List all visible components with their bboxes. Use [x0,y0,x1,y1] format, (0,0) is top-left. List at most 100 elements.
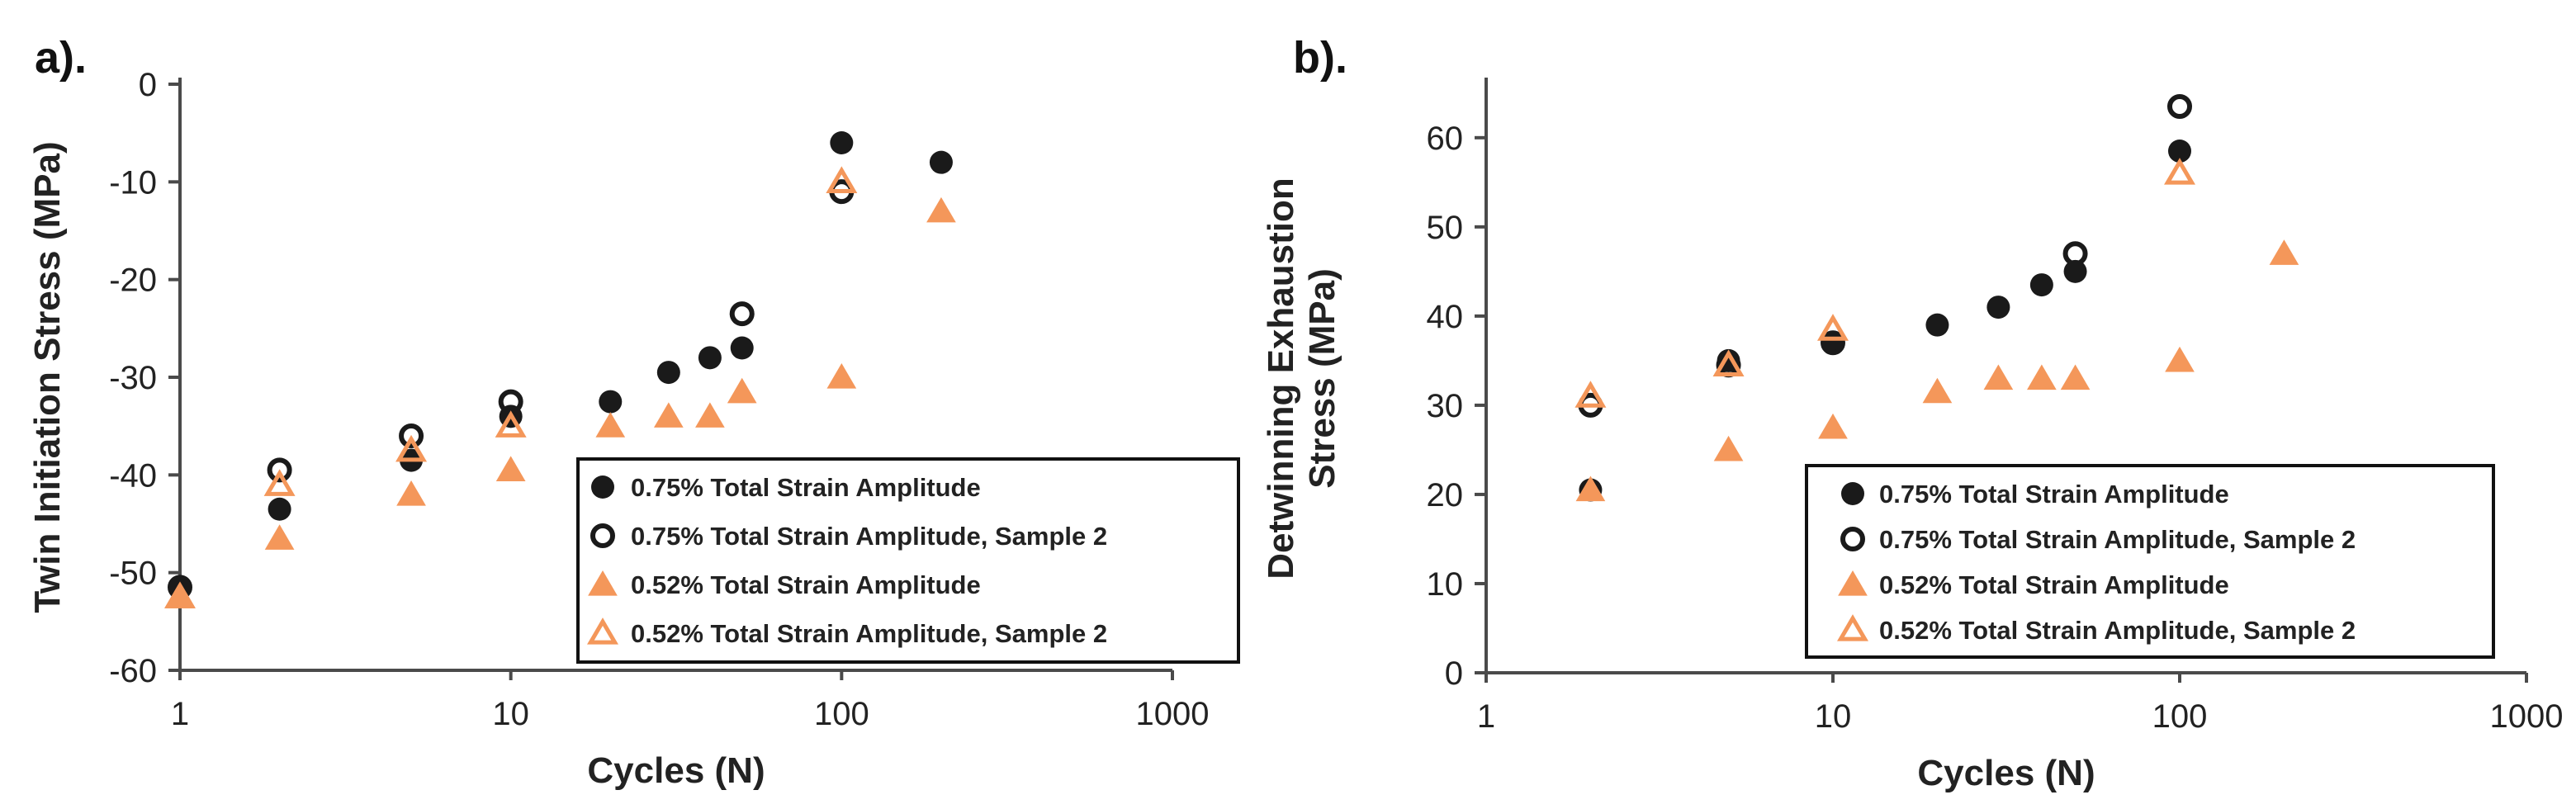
series-filled-triangle [1575,239,2299,502]
series-open-triangle [1574,158,2195,408]
data-point [2029,273,2053,297]
data-point [164,581,196,608]
legend-entry-label: 0.52% Total Strain Amplitude, Sample 2 [631,619,1107,648]
data-point [396,480,426,506]
y-axis-title: Twin Initiation Stress (MPa) [27,141,68,613]
legend-marker [1838,570,1868,596]
data-point [926,196,956,223]
x-tick-label: 100 [814,696,869,732]
data-point [2167,94,2192,120]
data-point [1574,381,1607,408]
data-point [2060,364,2091,390]
y-tick-label: -60 [109,653,157,689]
data-point [698,346,722,370]
legend-marker [591,475,614,499]
legend: 0.75% Total Strain Amplitude 0.75% Total … [1805,464,2495,659]
data-point [826,166,858,193]
chart-panel-b: b). 0 10 20 30 40 50 60 1 10 100 1000 Cycles (N) Detw… [1261,33,2563,793]
series-open-circle [1578,94,2192,418]
data-point [830,131,854,154]
legend-entry-label: 0.75% Total Strain Amplitude, Sample 2 [1879,525,2356,554]
y-tick-label: 60 [1427,121,1464,157]
data-point [495,410,527,438]
legend-entry-label: 0.52% Total Strain Amplitude [631,570,981,599]
y-tick-label: 10 [1427,566,1464,603]
y-axis-title: Detwinning Exhaustion [1261,177,1301,579]
y-tick-label: -50 [109,556,157,592]
data-point [2168,140,2191,163]
legend-entry-label: 0.52% Total Strain Amplitude, Sample 2 [1879,616,2356,645]
y-tick-label: 50 [1427,210,1464,246]
data-point [727,377,757,404]
x-tick-label: 1000 [2490,698,2564,735]
y-tick-label: 0 [139,67,157,103]
y-tick-label: 40 [1427,299,1464,335]
panel-label-a: a). [35,33,87,83]
x-tick-label: 1000 [1136,696,1210,732]
data-point [929,150,953,174]
y-tick-label: -40 [109,457,157,494]
x-tick-label: 1 [1477,698,1495,735]
data-point [730,336,754,360]
data-point [264,524,295,550]
legend-box [576,457,1240,664]
x-tick-label: 100 [2152,698,2208,735]
y-axis-title: Stress (MPa) [1302,268,1342,489]
data-point [656,361,680,385]
data-point [599,390,623,414]
legend-marker [1841,482,1864,505]
data-point [1986,296,2010,319]
data-point [2165,346,2195,372]
x-axis-title: Cycles (N) [587,750,765,791]
data-point [1821,330,1845,356]
legend-entry-label: 0.75% Total Strain Amplitude, Sample 2 [631,522,1107,551]
data-point [1925,313,1949,337]
legend-marker [587,617,618,645]
data-point [267,457,292,483]
data-point [395,434,428,462]
y-tick-label: -10 [109,164,157,201]
data-point [2164,158,2195,185]
data-point [826,363,857,389]
y-tick-label: 20 [1427,477,1464,513]
data-point [2269,239,2299,265]
y-tick-label: 30 [1427,388,1464,424]
data-point [2027,364,2057,390]
data-point [495,456,526,482]
x-tick-label: 1 [171,696,189,732]
data-point [695,402,725,428]
y-tick-label: 0 [1445,655,1463,692]
data-point [1983,364,2014,390]
data-point [1712,349,1745,376]
legend-entry-label: 0.75% Total Strain Amplitude [631,473,981,502]
x-tick-label: 10 [492,696,529,732]
data-point [2062,241,2088,267]
legend-entry-label: 0.52% Total Strain Amplitude [1879,570,2229,599]
legend-marker [590,523,615,548]
data-point [595,412,626,438]
data-point [653,402,684,428]
data-point [263,469,296,496]
data-point [1817,314,1849,341]
legend-entry-label: 0.75% Total Strain Amplitude [1879,480,2229,509]
x-tick-label: 10 [1815,698,1852,735]
legend-marker [588,570,618,596]
series-open-triangle [164,166,858,608]
data-point [1713,435,1744,461]
data-point [268,497,291,521]
series-filled-circle [1579,140,2191,502]
data-point [1922,377,1953,404]
series-filled-triangle [165,196,956,608]
data-point [1818,413,1848,439]
legend-marker [1840,527,1865,551]
data-point [1575,475,1606,502]
y-tick-label: -30 [109,360,157,396]
legend: 0.75% Total Strain Amplitude 0.75% Total … [576,457,1240,664]
panel-label-b: b). [1293,33,1347,83]
data-point [399,423,424,448]
data-point [2063,259,2087,283]
legend-marker [1837,614,1868,641]
legend-box [1805,464,2495,659]
data-point [729,301,755,327]
